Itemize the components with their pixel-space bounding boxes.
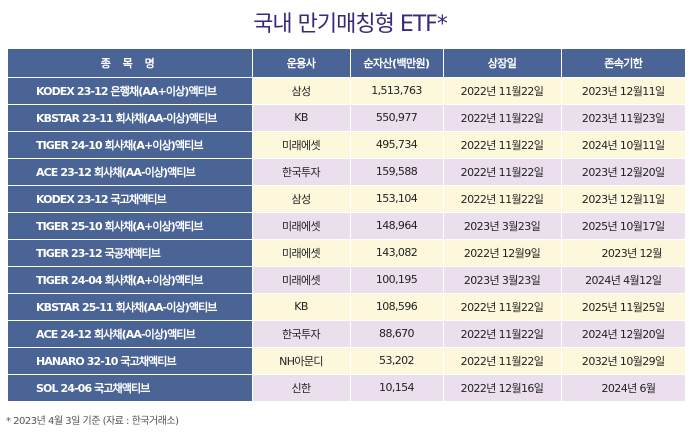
cell-net-assets: 143,082 bbox=[350, 239, 444, 267]
cell-manager: 삼성 bbox=[252, 77, 351, 105]
cell-manager: KB bbox=[252, 104, 351, 132]
table-row: TIGER 25-10 회사채(A+이상)액티브 미래에셋 148,964 20… bbox=[8, 212, 685, 240]
cell-maturity: 2025년 10월17일 bbox=[561, 212, 685, 240]
cell-manager: 미래에셋 bbox=[252, 131, 351, 159]
cell-maturity: 2024년 4월12일 bbox=[561, 266, 685, 294]
cell-manager: 신한 bbox=[252, 374, 351, 402]
cell-net-assets: 550,977 bbox=[350, 104, 444, 132]
cell-listed-date: 2022년 12월9일 bbox=[443, 239, 562, 267]
cell-maturity: 2023년 12월11일 bbox=[561, 185, 685, 213]
cell-name: ACE 23-12 회사채(AA-이상)액티브 bbox=[8, 158, 253, 186]
cell-net-assets: 88,670 bbox=[350, 320, 444, 348]
table-row: ACE 23-12 회사채(AA-이상)액티브 한국투자 159,588 202… bbox=[8, 158, 685, 186]
cell-name: KBSTAR 23-11 회사채(AA-이상)액티브 bbox=[8, 104, 253, 132]
table-header-row: 종 목 명 운용사 순자산(백만원) 상장일 존속기한 bbox=[8, 49, 685, 78]
cell-manager: 미래에셋 bbox=[252, 239, 351, 267]
cell-listed-date: 2022년 11월22일 bbox=[443, 77, 562, 105]
header-listed-date: 상장일 bbox=[443, 49, 562, 78]
cell-name: TIGER 23-12 국공채액티브 bbox=[8, 239, 253, 267]
cell-listed-date: 2022년 12월16일 bbox=[443, 374, 562, 402]
source-footnote: * 2023년 4월 3일 기준 (자료 : 한국거래소) bbox=[6, 416, 179, 427]
table-row: KODEX 23-12 국고채액티브 삼성 153,104 2022년 11월2… bbox=[8, 185, 685, 213]
cell-maturity: 2025년 11월25일 bbox=[561, 293, 685, 321]
cell-listed-date: 2022년 11월22일 bbox=[443, 185, 562, 213]
cell-manager: 한국투자 bbox=[252, 158, 351, 186]
cell-name: KBSTAR 25-11 회사채(AA-이상)액티브 bbox=[8, 293, 253, 321]
cell-name: TIGER 24-10 회사채(A+이상)액티브 bbox=[8, 131, 253, 159]
cell-net-assets: 100,195 bbox=[350, 266, 444, 294]
cell-name: KODEX 23-12 국고채액티브 bbox=[8, 185, 253, 213]
header-net-assets: 순자산(백만원) bbox=[350, 49, 444, 78]
cell-net-assets: 10,154 bbox=[350, 374, 444, 402]
cell-name: KODEX 23-12 은행채(AA+이상)액티브 bbox=[8, 77, 253, 105]
cell-listed-date: 2022년 11월22일 bbox=[443, 347, 562, 375]
cell-name: TIGER 25-10 회사채(A+이상)액티브 bbox=[8, 212, 253, 240]
table-row: KBSTAR 25-11 회사채(AA-이상)액티브 KB 108,596 20… bbox=[8, 293, 685, 321]
table-row: TIGER 23-12 국공채액티브 미래에셋 143,082 2022년 12… bbox=[8, 239, 685, 267]
cell-manager: 삼성 bbox=[252, 185, 351, 213]
cell-net-assets: 159,588 bbox=[350, 158, 444, 186]
cell-manager: 미래에셋 bbox=[252, 212, 351, 240]
table-row: HANARO 32-10 국고채액티브 NH아문디 53,202 2022년 1… bbox=[8, 347, 685, 375]
table-row: SOL 24-06 국고채액티브 신한 10,154 2022년 12월16일 … bbox=[8, 374, 685, 402]
header-manager: 운용사 bbox=[252, 49, 351, 78]
page-title: 국내 만기매칭형 ETF* bbox=[253, 12, 448, 37]
header-maturity: 존속기한 bbox=[561, 49, 685, 78]
cell-listed-date: 2022년 11월22일 bbox=[443, 293, 562, 321]
table-row: ACE 24-12 회사채(AA-이상)액티브 한국투자 88,670 2022… bbox=[8, 320, 685, 348]
cell-name: ACE 24-12 회사채(AA-이상)액티브 bbox=[8, 320, 253, 348]
header-name: 종 목 명 bbox=[8, 49, 253, 78]
cell-listed-date: 2022년 11월22일 bbox=[443, 320, 562, 348]
table-row: KBSTAR 23-11 회사채(AA-이상)액티브 KB 550,977 20… bbox=[8, 104, 685, 132]
cell-maturity: 2032년 10월29일 bbox=[561, 347, 685, 375]
table-row: KODEX 23-12 은행채(AA+이상)액티브 삼성 1,513,763 2… bbox=[8, 77, 685, 105]
table-row: TIGER 24-04 회사채(A+이상)액티브 미래에셋 100,195 20… bbox=[8, 266, 685, 294]
cell-maturity: 2023년 11월23일 bbox=[561, 104, 685, 132]
cell-net-assets: 53,202 bbox=[350, 347, 444, 375]
cell-net-assets: 153,104 bbox=[350, 185, 444, 213]
cell-net-assets: 495,734 bbox=[350, 131, 444, 159]
cell-maturity: 2023년 12월 bbox=[561, 239, 685, 267]
cell-manager: 한국투자 bbox=[252, 320, 351, 348]
cell-listed-date: 2023년 3월23일 bbox=[443, 266, 562, 294]
cell-maturity: 2023년 12월11일 bbox=[561, 77, 685, 105]
cell-name: SOL 24-06 국고채액티브 bbox=[8, 374, 253, 402]
cell-name: TIGER 24-04 회사채(A+이상)액티브 bbox=[8, 266, 253, 294]
cell-maturity: 2024년 10월11일 bbox=[561, 131, 685, 159]
cell-maturity: 2024년 12월20일 bbox=[561, 320, 685, 348]
cell-maturity: 2023년 12월20일 bbox=[561, 158, 685, 186]
cell-net-assets: 148,964 bbox=[350, 212, 444, 240]
cell-listed-date: 2022년 11월22일 bbox=[443, 131, 562, 159]
cell-listed-date: 2022년 11월22일 bbox=[443, 158, 562, 186]
cell-net-assets: 1,513,763 bbox=[350, 77, 444, 105]
cell-manager: NH아문디 bbox=[252, 347, 351, 375]
cell-net-assets: 108,596 bbox=[350, 293, 444, 321]
table-row: TIGER 24-10 회사채(A+이상)액티브 미래에셋 495,734 20… bbox=[8, 131, 685, 159]
cell-listed-date: 2022년 11월22일 bbox=[443, 104, 562, 132]
etf-table: 종 목 명 운용사 순자산(백만원) 상장일 존속기한 KODEX 23-12 … bbox=[8, 49, 685, 402]
cell-listed-date: 2023년 3월23일 bbox=[443, 212, 562, 240]
cell-name: HANARO 32-10 국고채액티브 bbox=[8, 347, 253, 375]
cell-manager: 미래에셋 bbox=[252, 266, 351, 294]
cell-manager: KB bbox=[252, 293, 351, 321]
cell-maturity: 2024년 6월 bbox=[561, 374, 685, 402]
